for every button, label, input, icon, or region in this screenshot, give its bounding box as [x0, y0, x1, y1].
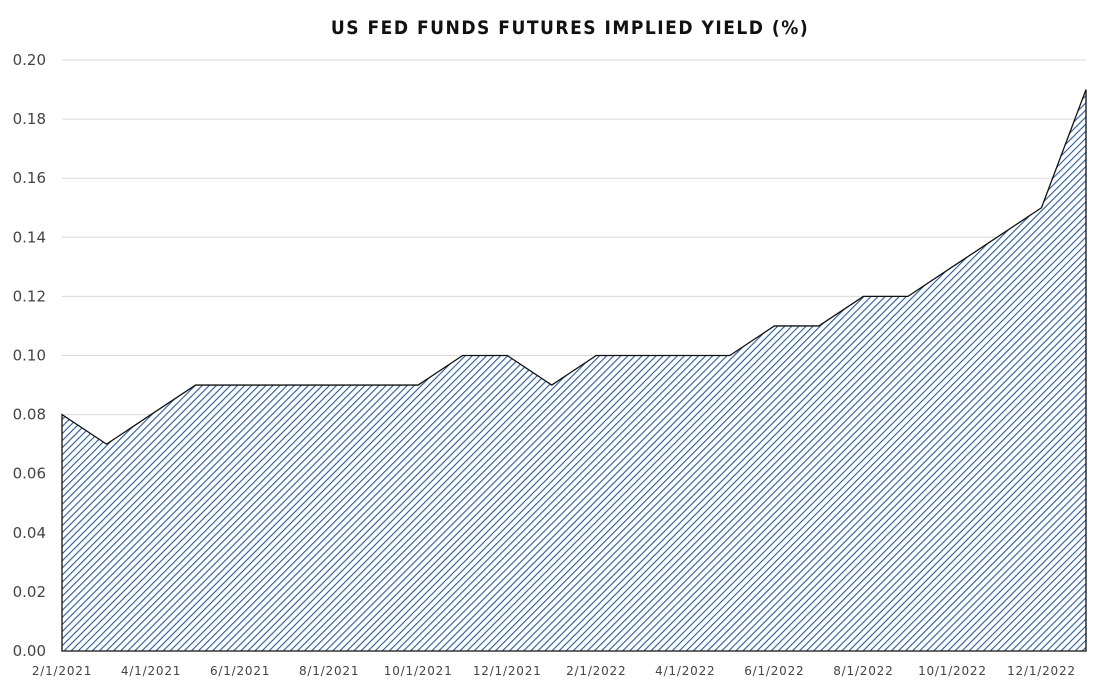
y-tick-label: 0.04	[13, 524, 46, 542]
y-tick-label: 0.18	[13, 110, 46, 128]
x-tick-label: 4/1/2022	[655, 664, 715, 678]
x-tick-label: 10/1/2022	[918, 664, 987, 678]
x-tick-label: 10/1/2021	[384, 664, 453, 678]
area-fill	[61, 89, 1087, 652]
x-tick-label: 6/1/2022	[744, 664, 804, 678]
x-tick-label: 8/1/2022	[833, 664, 893, 678]
x-tick-label: 4/1/2021	[121, 664, 181, 678]
x-tick-label: 12/1/2022	[1007, 664, 1076, 678]
y-tick-label: 0.12	[13, 287, 46, 305]
y-tick-label: 0.20	[13, 51, 46, 69]
y-tick-label: 0.16	[13, 169, 46, 187]
y-axis: 0.00 0.02 0.04 0.06 0.08 0.10 0.12 0.14 0.16 0.18…	[13, 51, 46, 660]
x-tick-label: 2/1/2021	[32, 664, 92, 678]
chart-title: US FED FUNDS FUTURES IMPLIED YIELD (%)	[331, 17, 809, 39]
x-tick-label: 8/1/2021	[299, 664, 359, 678]
y-tick-label: 0.02	[13, 583, 46, 601]
area-series	[61, 89, 1087, 652]
x-axis: 2/1/2021 4/1/2021 6/1/2021 8/1/2021 10/1/202…	[32, 664, 1076, 678]
y-tick-label: 0.10	[13, 347, 46, 365]
y-tick-label: 0.00	[13, 642, 46, 660]
y-tick-label: 0.14	[13, 228, 46, 246]
x-tick-label: 12/1/2021	[473, 664, 542, 678]
x-tick-label: 6/1/2021	[210, 664, 270, 678]
x-tick-label: 2/1/2022	[566, 664, 626, 678]
y-tick-label: 0.08	[13, 406, 46, 424]
y-tick-label: 0.06	[13, 465, 46, 483]
